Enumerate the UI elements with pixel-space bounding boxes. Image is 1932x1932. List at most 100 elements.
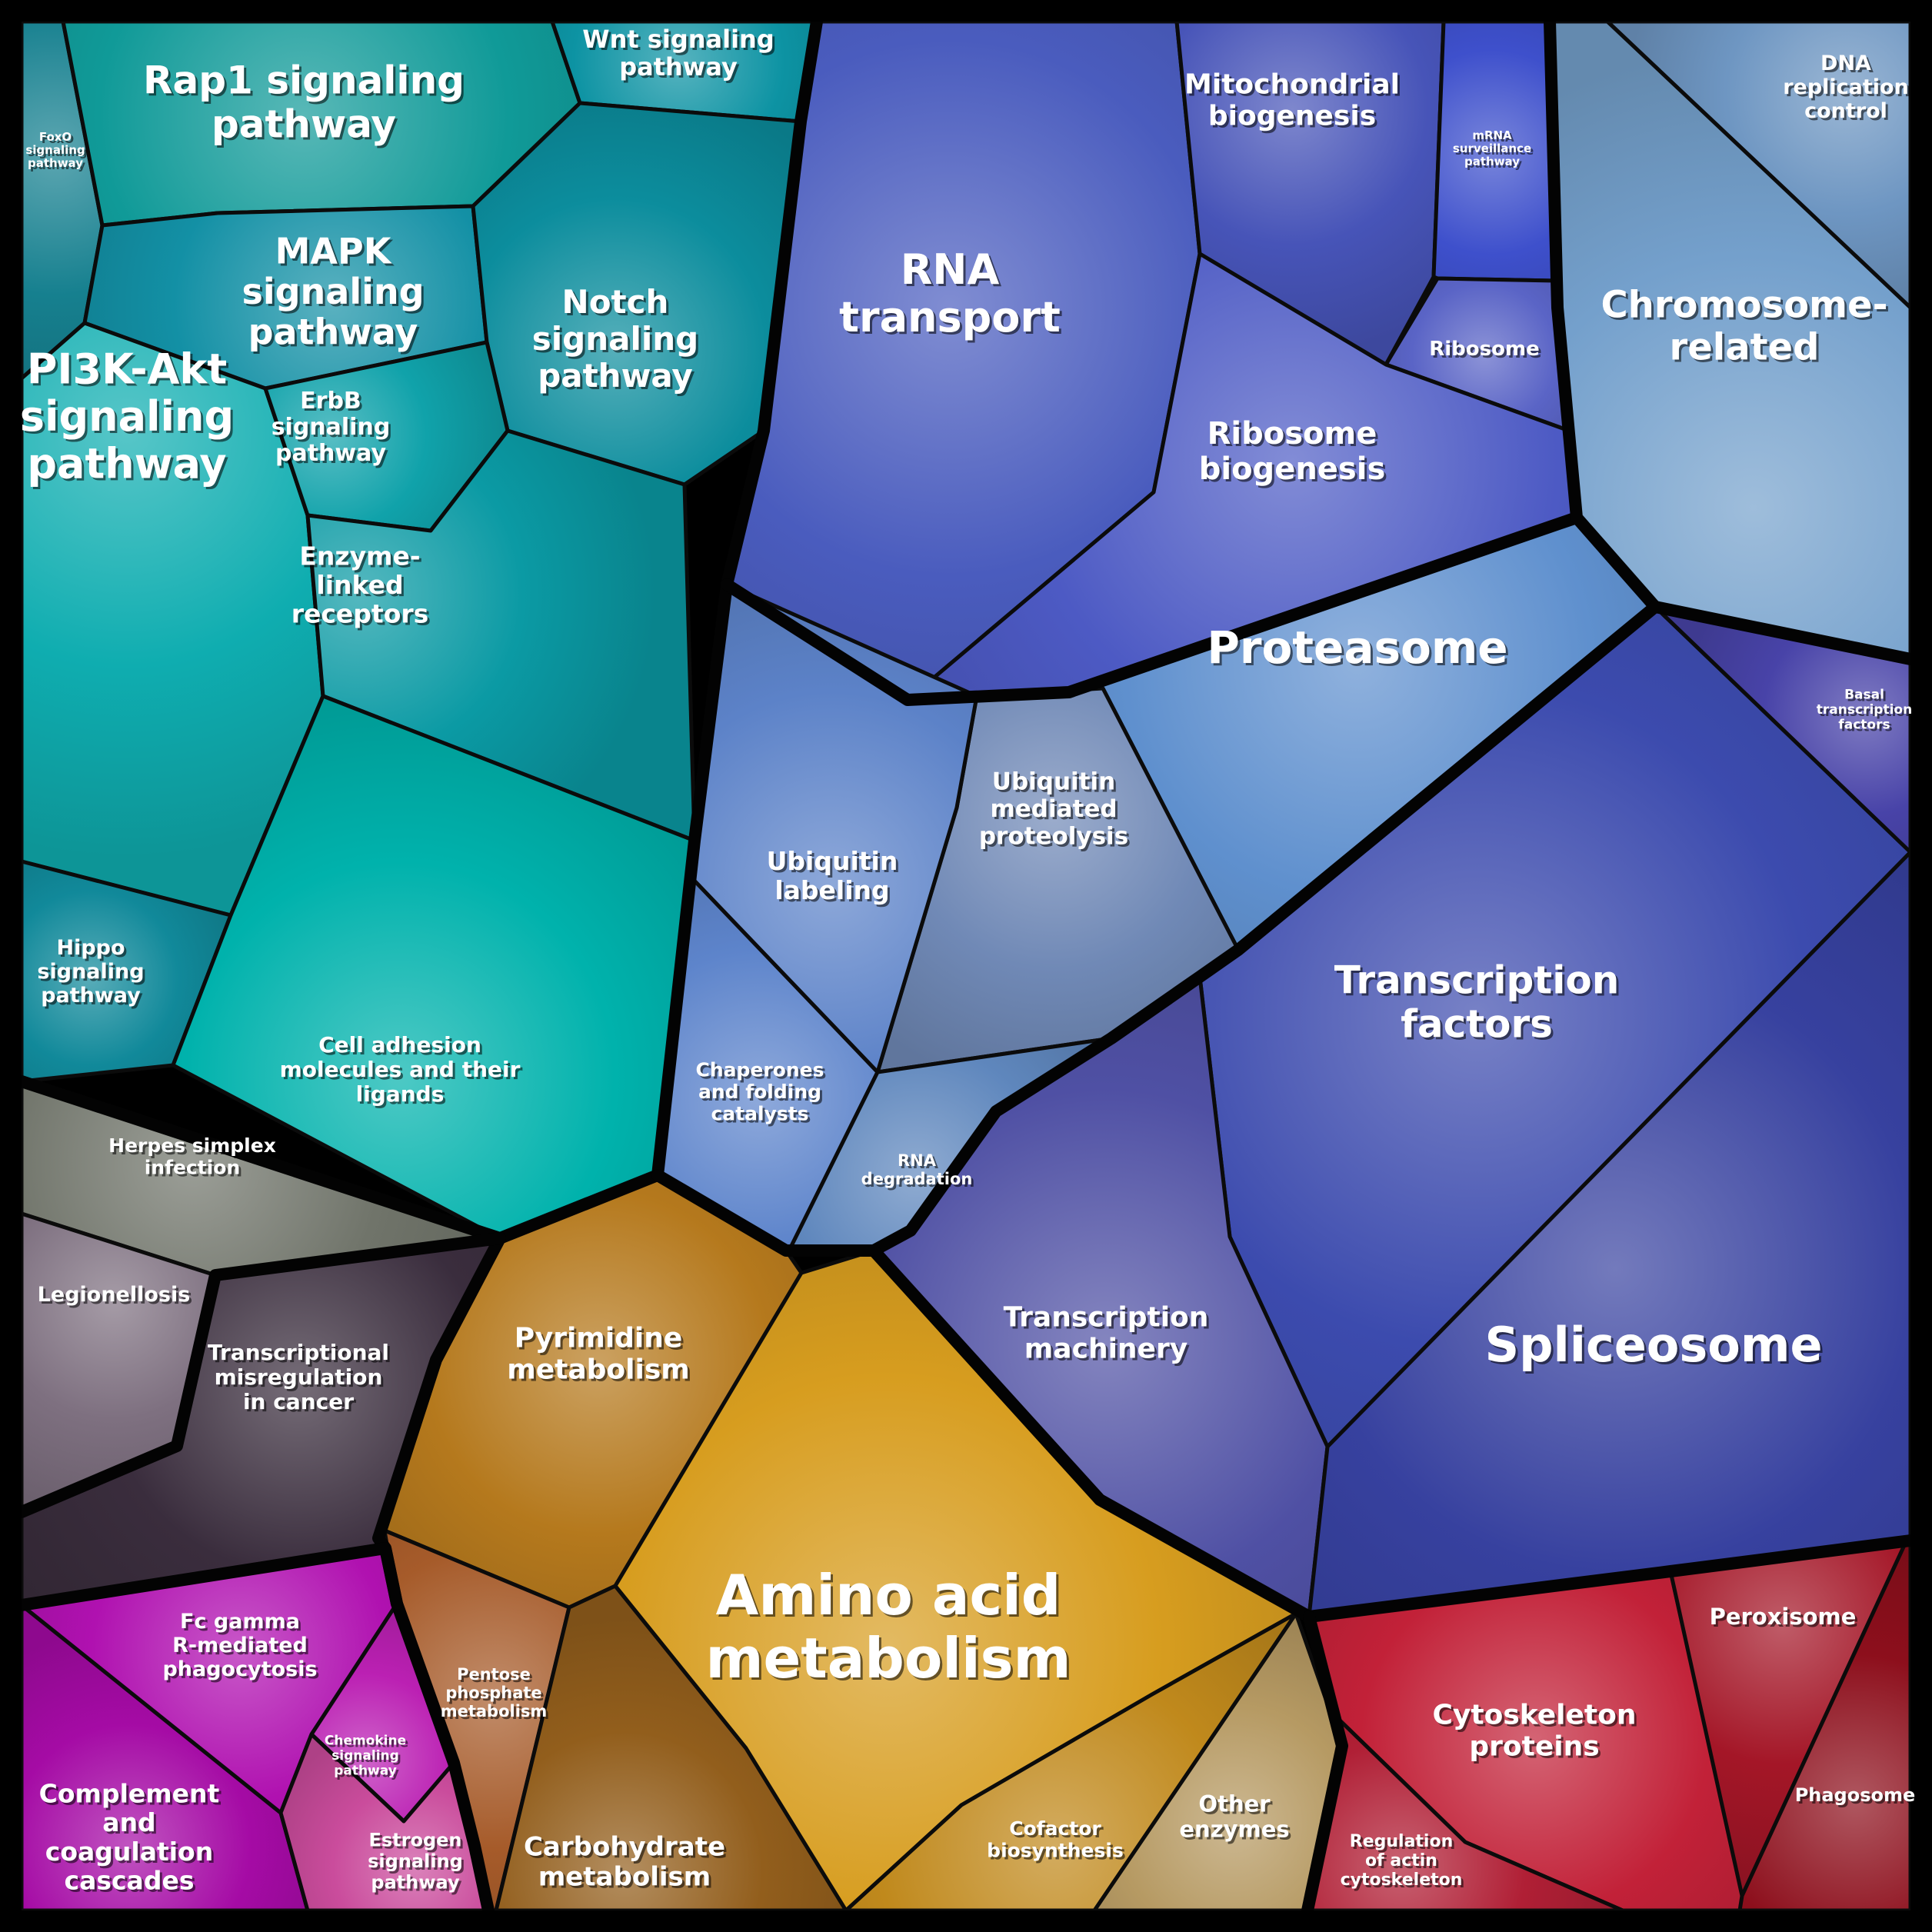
group-border-metabolism-cellular bbox=[1301, 1611, 1348, 1917]
cell-cancer-label: Transcriptional misregulation in cancer bbox=[208, 1340, 389, 1414]
cell-pentose-label-shadow: Pentose phosphate metabolism bbox=[443, 1667, 550, 1723]
cell-pi3k-label: PI3K-Akt signaling pathway bbox=[20, 345, 234, 488]
cell-cancer-label-shadow: Transcriptional misregulation in cancer bbox=[210, 1342, 391, 1417]
group-border-infection-cancer bbox=[15, 1232, 506, 1518]
cell-enzyme-label: Enzyme-linked receptors bbox=[291, 541, 429, 628]
cell-rnat-label: RNA transport bbox=[839, 245, 1061, 341]
group-border-immune-cancer bbox=[15, 1542, 403, 1611]
cell-chromosome-label: Chromosome-related bbox=[1601, 284, 1887, 369]
cell-enzyme-label-shadow: Enzyme-linked receptors bbox=[294, 543, 431, 631]
group-border-degradation-metabolism bbox=[651, 1169, 880, 1257]
cell-cofactor-label-shadow: Cofactor biosynthesis bbox=[989, 1820, 1126, 1864]
cell-regactin-label: Regulation of actin cytoskeleton bbox=[1341, 1832, 1463, 1890]
cell-ubqmp-label: Ubiquitin mediated proteolysis bbox=[979, 768, 1128, 851]
cell-spliceosome-label: Spliceosome bbox=[1484, 1317, 1822, 1373]
cell-phagosome-label-shadow: Phagosome bbox=[1797, 1787, 1918, 1808]
cell-rnadeg-label-shadow: RNA degradation bbox=[864, 1154, 975, 1191]
cell-fcgamma-label: Fc gamma R-mediated phagocytosis bbox=[162, 1610, 317, 1681]
cell-legionellosis-label-shadow: Legionellosis bbox=[40, 1285, 193, 1309]
cell-rnadeg-label: RNA degradation bbox=[861, 1151, 973, 1188]
cell-hippo-label-shadow: Hippo signaling pathway bbox=[39, 938, 146, 1010]
cell-cyto-label-shadow: Cytoskeleton proteins bbox=[1435, 1701, 1639, 1764]
cell-mito-label: Mitochondrial biogenesis bbox=[1184, 68, 1400, 132]
cell-rnat-label-shadow: RNA transport bbox=[841, 248, 1063, 344]
cell-dnarepl-label: DNA replication control bbox=[1783, 52, 1909, 123]
cell-foxo-label-shadow: FoxO signaling pathway bbox=[28, 132, 87, 172]
cell-otherenz-label: Other enzymes bbox=[1179, 1790, 1289, 1842]
cell-notch-label: Notch signaling pathway bbox=[532, 283, 698, 395]
group-border-translation-degradation bbox=[721, 511, 1583, 706]
cell-basaltf-label-shadow: Basal transcription factors bbox=[1819, 690, 1914, 735]
cell-complement-label-shadow: Complement and coagulation cascades bbox=[42, 1781, 222, 1898]
cell-chemokine-label-shadow: Chemokine signaling pathway bbox=[327, 1736, 408, 1781]
cell-estrogen-label: Estrogen signaling pathway bbox=[368, 1830, 463, 1894]
cell-machinery-label: Transcription machinery bbox=[1004, 1301, 1209, 1364]
cell-legionellosis-label: Legionellosis bbox=[38, 1283, 191, 1307]
cell-pyrimidine-label-shadow: Pyrimidine metabolism bbox=[509, 1324, 692, 1387]
cell-foxo-label: FoxO signaling pathway bbox=[25, 130, 85, 170]
group-border-signaling-outline bbox=[15, 15, 823, 1244]
cell-pyrimidine-label: Pyrimidine metabolism bbox=[507, 1322, 690, 1385]
cell-chromosome-label-shadow: Chromosome-related bbox=[1603, 286, 1890, 371]
cell-cyto-label: Cytoskeleton proteins bbox=[1433, 1699, 1637, 1762]
cell-tf-label-shadow: Transcription factors bbox=[1337, 961, 1622, 1049]
cell-rap1-label-shadow: Rap1 signaling pathway bbox=[145, 61, 467, 149]
cell-mapk-label: MAPK signaling pathway bbox=[242, 231, 424, 353]
cells-layer bbox=[19, 19, 1913, 1913]
cell-pentose-label: Pentose phosphate metabolism bbox=[441, 1665, 548, 1720]
cell-mito-label-shadow: Mitochondrial biogenesis bbox=[1187, 71, 1402, 134]
cell-chemokine-label: Chemokine signaling pathway bbox=[325, 1734, 406, 1779]
cell-cofactor-label: Cofactor biosynthesis bbox=[987, 1817, 1124, 1862]
cell-peroxisome-label-shadow: Peroxisome bbox=[1712, 1606, 1859, 1632]
cell-peroxisome-label: Peroxisome bbox=[1710, 1604, 1857, 1630]
cell-celladh-label: Cell adhesion molecules and their ligands bbox=[280, 1032, 521, 1107]
cell-ribbio-label-shadow: Ribosome biogenesis bbox=[1201, 418, 1388, 489]
cell-mrnasurv-label-shadow: mRNA surveillance pathway bbox=[1455, 131, 1534, 171]
cell-spliceosome-label-shadow: Spliceosome bbox=[1487, 1319, 1824, 1375]
cell-complement-label: Complement and coagulation cascades bbox=[39, 1779, 220, 1896]
cell-amino-label-shadow: Amino acid metabolism bbox=[708, 1565, 1073, 1693]
cell-carb-label: Carbohydrate metabolism bbox=[524, 1832, 725, 1893]
group-border-transcription-metabolism bbox=[868, 1244, 1315, 1623]
cell-erbb-label-shadow: ErbB signaling pathway bbox=[274, 390, 393, 469]
cell-ribbio-label: Ribosome biogenesis bbox=[1199, 416, 1386, 487]
group-borders-layer bbox=[15, 15, 1917, 1917]
cell-mapk-label-shadow: MAPK signaling pathway bbox=[244, 233, 426, 355]
cell-machinery-label-shadow: Transcription machinery bbox=[1006, 1304, 1211, 1367]
cell-ubqmp-label-shadow: Ubiquitin mediated proteolysis bbox=[981, 771, 1131, 853]
cell-tf-label: Transcription factors bbox=[1334, 958, 1620, 1047]
cell-chaperones-label: Chaperones and folding catalysts bbox=[695, 1059, 824, 1125]
group-border-degradation-transcription bbox=[868, 601, 1661, 1257]
cell-proteasome-label-shadow: Proteasome bbox=[1209, 624, 1510, 676]
cell-basaltf-label: Basal transcription factors bbox=[1817, 688, 1912, 733]
cell-regactin-label-shadow: Regulation of actin cytoskeleton bbox=[1343, 1834, 1465, 1892]
cell-ubql-label-shadow: Ubiquitin labeling bbox=[769, 848, 901, 908]
cell-otherenz-label-shadow: Other enzymes bbox=[1181, 1793, 1291, 1844]
cell-phagosome-label: Phagosome bbox=[1795, 1784, 1916, 1806]
cell-notch-label-shadow: Notch signaling pathway bbox=[535, 285, 701, 397]
cell-ubql-label: Ubiquitin labeling bbox=[767, 846, 898, 905]
cell-fcgamma-label-shadow: Fc gamma R-mediated phagocytosis bbox=[165, 1612, 319, 1684]
cell-herpes-label-shadow: Herpes simplex infection bbox=[111, 1137, 278, 1181]
cell-carb-label-shadow: Carbohydrate metabolism bbox=[526, 1834, 728, 1895]
cell-dnarepl-label-shadow: DNA replication control bbox=[1785, 54, 1911, 125]
cell-ribosome-label-shadow: Ribosome bbox=[1431, 340, 1541, 363]
cell-mrnasurv-label: mRNA surveillance pathway bbox=[1453, 128, 1531, 168]
cell-pi3k-label-shadow: PI3K-Akt signaling pathway bbox=[22, 347, 236, 490]
cell-rap1-label: Rap1 signaling pathway bbox=[143, 58, 465, 147]
group-border-chromosome-transcription bbox=[1649, 601, 1917, 665]
cell-celladh-label-shadow: Cell adhesion molecules and their ligands bbox=[282, 1034, 523, 1109]
group-border-transcription-cellular bbox=[1303, 1534, 1917, 1623]
cell-erbb-label: ErbB signaling pathway bbox=[271, 388, 391, 467]
cell-wnt-label: Wnt signaling pathway bbox=[582, 25, 774, 82]
cell-chaperones-label-shadow: Chaperones and folding catalysts bbox=[698, 1061, 826, 1128]
cell-estrogen-label-shadow: Estrogen signaling pathway bbox=[370, 1832, 465, 1896]
cell-proteasome-label: Proteasome bbox=[1207, 621, 1507, 674]
group-border-translation-chromosome bbox=[1544, 15, 1661, 613]
cell-hippo-label: Hippo signaling pathway bbox=[37, 936, 144, 1008]
cell-herpes-label: Herpes simplex infection bbox=[108, 1134, 276, 1179]
